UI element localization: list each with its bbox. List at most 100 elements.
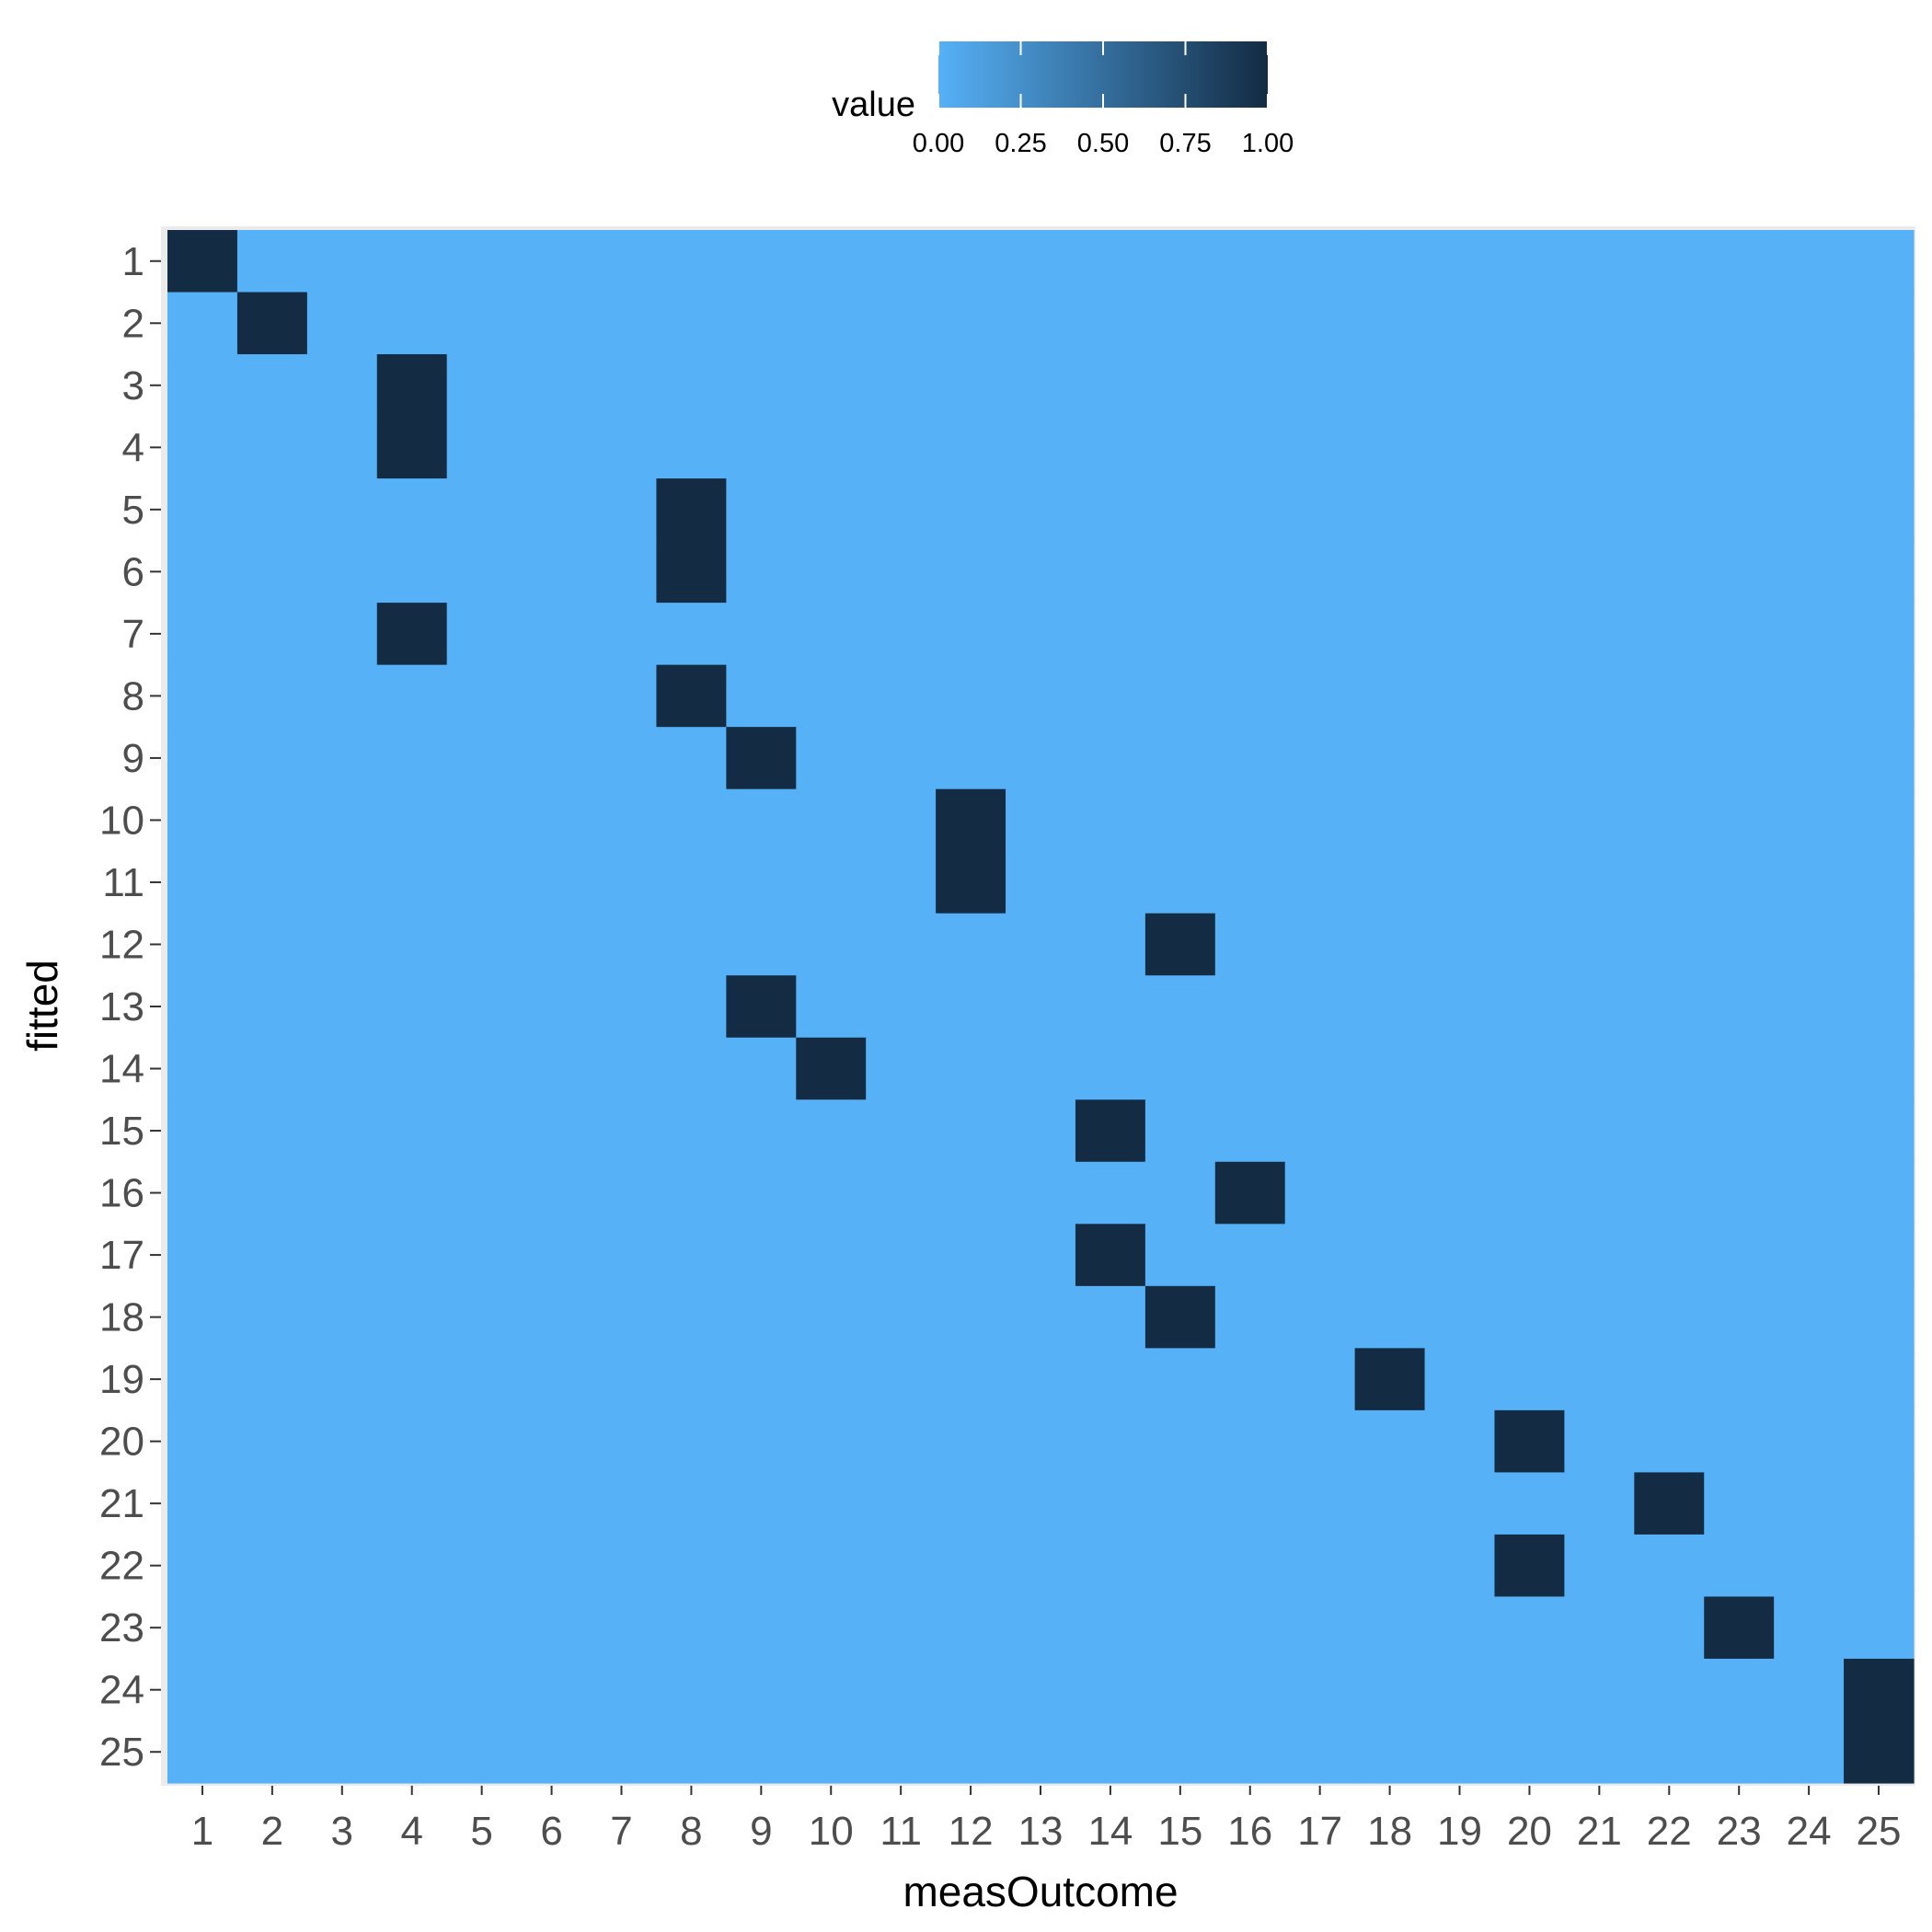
heatmap-cell — [866, 1224, 937, 1287]
heatmap-cell — [1214, 1099, 1286, 1163]
y-tick-label: 21 — [99, 1481, 144, 1526]
heatmap-cell — [1704, 1596, 1775, 1660]
heatmap-cell — [1006, 1161, 1076, 1225]
heatmap-cell — [1214, 1348, 1286, 1411]
heatmap-cell — [1494, 540, 1565, 604]
heatmap-cell — [866, 1409, 937, 1473]
heatmap-cell — [796, 416, 867, 479]
heatmap-cell — [1354, 913, 1426, 976]
heatmap-cell — [936, 1658, 1006, 1722]
heatmap-cell — [1774, 1161, 1845, 1225]
heatmap-cell — [1284, 1658, 1356, 1722]
heatmap-cell — [586, 1224, 658, 1287]
heatmap-cell — [1634, 851, 1705, 914]
heatmap-cell — [1006, 540, 1076, 604]
heatmap-cell — [1634, 788, 1705, 852]
heatmap-cell — [516, 664, 588, 728]
heatmap-cell — [1564, 1037, 1635, 1100]
heatmap-cell — [1354, 1348, 1426, 1411]
heatmap-cell — [376, 1409, 448, 1473]
legend-tick-label: 0.50 — [1077, 129, 1129, 158]
y-tick-label: 23 — [99, 1605, 144, 1650]
heatmap-cell — [586, 727, 658, 790]
heatmap-cell — [936, 727, 1006, 790]
heatmap-cell — [586, 1285, 658, 1349]
legend-tick-label: 1.00 — [1242, 129, 1294, 158]
heatmap-cell — [726, 230, 797, 293]
heatmap-cell — [1354, 664, 1426, 728]
heatmap-cell — [866, 478, 937, 542]
heatmap-cell — [446, 292, 518, 355]
heatmap-cell — [1424, 664, 1496, 728]
heatmap-cell — [1284, 1348, 1356, 1411]
x-tick-label: 5 — [470, 1809, 492, 1854]
heatmap-cell — [1144, 1596, 1216, 1660]
heatmap-cell — [1704, 1099, 1775, 1163]
x-tick-label: 12 — [949, 1809, 994, 1854]
heatmap-cell — [1284, 230, 1356, 293]
heatmap-cell — [1075, 1409, 1146, 1473]
heatmap-cell — [1354, 1534, 1426, 1598]
heatmap-cell — [1144, 788, 1216, 852]
heatmap-cell — [936, 292, 1006, 355]
heatmap-cell — [1634, 540, 1705, 604]
heatmap-cell — [167, 975, 238, 1039]
y-tick-label: 24 — [99, 1668, 144, 1713]
heatmap-cell — [167, 1285, 238, 1349]
heatmap-cell — [516, 1720, 588, 1784]
heatmap-cell — [1075, 851, 1146, 914]
heatmap-cell — [1844, 230, 1915, 293]
heatmap-cell — [1564, 478, 1635, 542]
heatmap-cell — [516, 1596, 588, 1660]
heatmap-cell — [726, 913, 797, 976]
heatmap-cell — [1214, 851, 1286, 914]
heatmap-cell — [1144, 416, 1216, 479]
heatmap-cell — [1844, 1658, 1915, 1722]
heatmap-cell — [1844, 1596, 1915, 1660]
heatmap-cell — [1424, 603, 1496, 666]
heatmap-cell — [1075, 913, 1146, 976]
heatmap-cell — [1354, 1658, 1426, 1722]
heatmap-cell — [1564, 788, 1635, 852]
heatmap-cell — [1774, 603, 1845, 666]
heatmap-cell — [1075, 354, 1146, 418]
heatmap-cell — [1494, 664, 1565, 728]
heatmap-cell — [376, 727, 448, 790]
heatmap-cell — [167, 664, 238, 728]
heatmap-cell — [236, 230, 308, 293]
heatmap-cell — [516, 1409, 588, 1473]
heatmap-cell — [516, 354, 588, 418]
heatmap-cell — [1006, 851, 1076, 914]
heatmap-cell — [866, 1099, 937, 1163]
heatmap-cell — [1354, 727, 1426, 790]
heatmap-cell — [1424, 913, 1496, 976]
y-tick-label: 3 — [122, 363, 144, 408]
heatmap-cell — [866, 913, 937, 976]
heatmap-cell — [446, 851, 518, 914]
heatmap-cell — [726, 416, 797, 479]
x-tick-label: 2 — [261, 1809, 283, 1854]
heatmap-cell — [1494, 913, 1565, 976]
heatmap-cell — [1284, 1161, 1356, 1225]
heatmap-cell — [1144, 603, 1216, 666]
heatmap-cell — [1564, 603, 1635, 666]
heatmap-cell — [1704, 975, 1775, 1039]
heatmap-cell — [866, 354, 937, 418]
heatmap-cell — [1075, 1224, 1146, 1287]
heatmap-cell — [167, 478, 238, 542]
heatmap-cell — [936, 788, 1006, 852]
heatmap-cell — [306, 292, 378, 355]
heatmap-cell — [866, 1596, 937, 1660]
heatmap-cell — [1564, 913, 1635, 976]
heatmap-cell — [726, 1037, 797, 1100]
heatmap-cell — [376, 1658, 448, 1722]
heatmap-cell — [516, 230, 588, 293]
heatmap-cell — [1564, 1161, 1635, 1225]
heatmap-cell — [1214, 1285, 1286, 1349]
heatmap-cell — [376, 1099, 448, 1163]
heatmap-cell — [1144, 1285, 1216, 1349]
heatmap-cell — [1844, 540, 1915, 604]
heatmap-cell — [1634, 1099, 1705, 1163]
heatmap-cell — [167, 1037, 238, 1100]
heatmap-cell — [866, 1658, 937, 1722]
